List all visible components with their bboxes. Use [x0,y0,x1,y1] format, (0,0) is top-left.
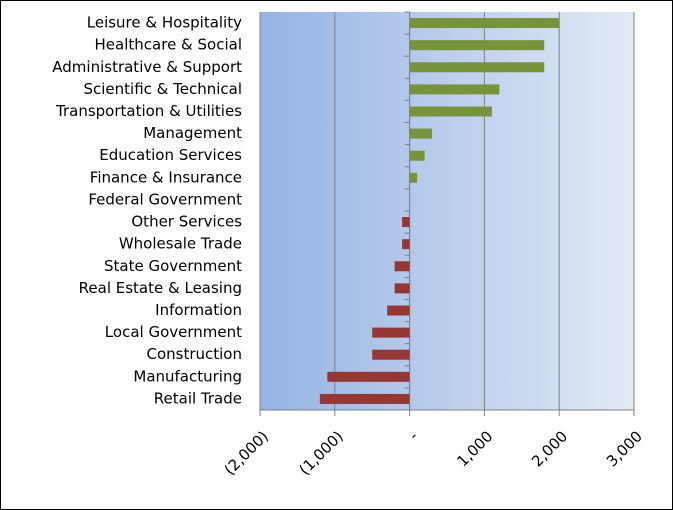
x-tick-label: (1,000) [295,427,346,478]
y-tick-label: Retail Trade [154,389,242,407]
x-tick-label: - [405,427,422,444]
bar [387,305,410,316]
bar [402,217,410,228]
bar [409,18,560,29]
y-tick-label: Federal Government [88,190,242,208]
y-tick-label: Administrative & Support [52,58,242,76]
y-tick-label: Local Government [105,323,242,341]
bar [409,40,545,51]
bar [409,106,492,117]
bar [409,172,418,183]
x-tick-label: 3,000 [603,427,646,470]
bar [402,239,410,250]
bar [327,371,410,382]
bar [394,261,410,272]
bar [409,150,425,161]
y-tick-label: State Government [104,257,242,275]
y-tick-label: Healthcare & Social [95,36,242,54]
bar [319,393,410,404]
y-tick-label: Manufacturing [133,367,242,385]
x-tick-label: 1,000 [453,427,496,470]
y-tick-label: Real Estate & Leasing [79,279,242,297]
x-tick-label: (2,000) [221,427,272,478]
bar [409,62,545,73]
y-tick-label: Other Services [131,213,242,231]
y-tick-label: Information [155,301,242,319]
bar [394,283,410,294]
y-tick-label: Education Services [99,146,242,164]
y-tick-label: Leisure & Hospitality [87,14,242,32]
y-tick-label: Wholesale Trade [119,235,242,253]
x-tick-label: 2,000 [528,427,571,470]
plot-area [260,12,634,410]
bar [372,327,410,338]
y-tick-label: Transportation & Utilities [55,102,242,120]
bar [372,349,410,360]
bar [409,128,433,139]
y-tick-label: Management [143,124,242,142]
y-tick-label: Scientific & Technical [83,80,242,98]
y-tick-label: Finance & Insurance [90,168,242,186]
bar [409,84,500,95]
y-tick-label: Construction [146,345,242,363]
